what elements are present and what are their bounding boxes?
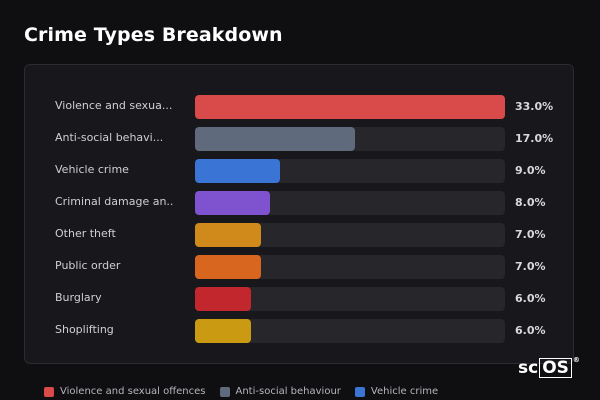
bar-row: Burglary 6.0%	[25, 287, 573, 311]
bar-label: Public order	[55, 259, 121, 272]
bar-label: Vehicle crime	[55, 163, 129, 176]
bar-value-label: 33.0%	[515, 100, 554, 113]
bar-label: Other theft	[55, 227, 116, 240]
bar	[195, 223, 261, 247]
bar-track	[195, 191, 505, 215]
bar-value-label: 6.0%	[515, 292, 546, 305]
bar-row: Criminal damage an... 8.0%	[25, 191, 573, 215]
bar-row: Public order 7.0%	[25, 255, 573, 279]
bar	[195, 127, 355, 151]
bar-row: Vehicle crime 9.0%	[25, 159, 573, 183]
legend-item[interactable]: Violence and sexual offences	[44, 386, 206, 397]
bar-value-label: 8.0%	[515, 196, 546, 209]
logo-boxed-text: OS	[539, 358, 572, 378]
bar-label: Criminal damage an...	[55, 195, 173, 208]
legend-item[interactable]: Vehicle crime	[354, 386, 439, 397]
legend-label: Anti-social behaviour	[235, 386, 341, 397]
bar-label: Anti-social behavi...	[55, 131, 164, 144]
logo-registered-mark: ®	[572, 356, 580, 364]
bar	[195, 159, 280, 183]
bar-track	[195, 319, 505, 343]
bar-track	[195, 127, 505, 151]
bar-row: Anti-social behavi... 17.0%	[25, 127, 573, 151]
bar-track	[195, 159, 505, 183]
bar	[195, 255, 261, 279]
bar-value-label: 17.0%	[515, 132, 554, 145]
legend-swatch	[354, 386, 365, 397]
chart-legend: Violence and sexual offences Anti-social …	[44, 386, 438, 397]
bar-value-label: 7.0%	[515, 260, 546, 273]
bar-label: Burglary	[55, 291, 102, 304]
bar-label: Violence and sexua...	[55, 99, 173, 112]
bar-track	[195, 223, 505, 247]
bar-value-label: 9.0%	[515, 164, 546, 177]
bar	[195, 95, 505, 119]
chart-panel: Violence and sexua... 33.0% Anti-social be…	[24, 64, 574, 364]
bar	[195, 191, 270, 215]
bar-track	[195, 255, 505, 279]
legend-swatch	[219, 386, 230, 397]
logo-text: sc	[518, 358, 539, 378]
legend-swatch	[44, 386, 54, 397]
bar-row: Shoplifting 6.0%	[25, 319, 573, 343]
bar	[195, 319, 251, 343]
bar-value-label: 7.0%	[515, 228, 546, 241]
bar-label: Shoplifting	[55, 323, 114, 336]
bar-value-label: 6.0%	[515, 324, 546, 337]
bar-track	[195, 95, 505, 119]
bar-row: Other theft 7.0%	[25, 223, 573, 247]
scos-logo: sc OS ®	[518, 356, 580, 378]
legend-label: Vehicle crime	[370, 386, 439, 397]
legend-item[interactable]: Anti-social behaviour	[219, 386, 341, 397]
legend-label: Violence and sexual offences	[60, 386, 206, 397]
chart-title: Crime Types Breakdown	[24, 24, 283, 46]
bar-row: Violence and sexua... 33.0%	[25, 95, 573, 119]
bar-track	[195, 287, 505, 311]
bar	[195, 287, 251, 311]
